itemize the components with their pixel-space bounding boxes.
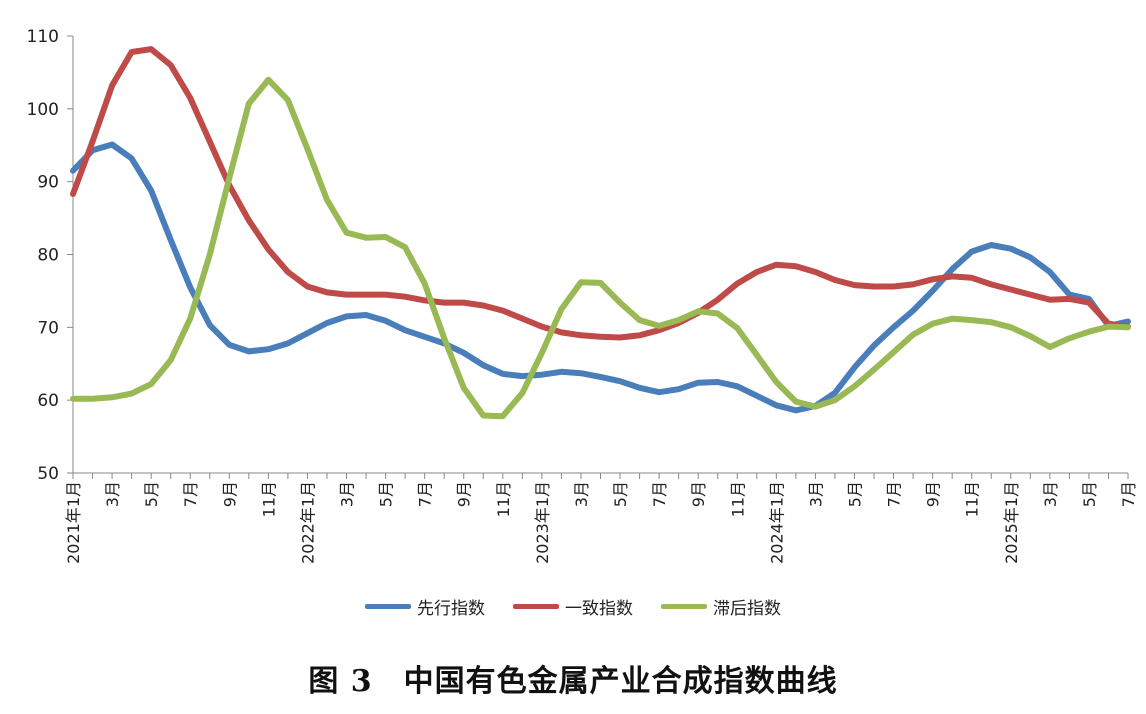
x-tick-label: 2023年1月 — [533, 481, 552, 564]
legend-label-leading: 先行指数 — [417, 599, 485, 619]
x-tick-label: 7月 — [416, 481, 435, 507]
y-tick-label: 70 — [37, 318, 59, 338]
x-tick-label: 5月 — [1080, 481, 1099, 507]
x-tick-label: 7月 — [1119, 481, 1138, 507]
x-tick-label: 11月 — [963, 481, 982, 517]
legend-swatch-coincident — [513, 604, 559, 609]
x-tick-label: 5月 — [845, 481, 864, 507]
x-tick-label: 3月 — [103, 481, 122, 507]
x-tick-label: 11月 — [728, 481, 747, 517]
x-tick-label: 7月 — [181, 481, 200, 507]
legend-item-leading: 先行指数 — [365, 594, 485, 619]
legend-swatch-leading — [365, 604, 411, 609]
x-tick-label: 3月 — [338, 481, 357, 507]
y-tick-label: 80 — [37, 246, 59, 266]
x-tick-label: 11月 — [259, 481, 278, 517]
x-tick-label: 11月 — [494, 481, 513, 517]
y-tick-label: 110 — [27, 27, 59, 47]
x-tick-label: 3月 — [1041, 481, 1060, 507]
x-tick-label: 2025年1月 — [1002, 481, 1021, 564]
x-tick-label: 5月 — [142, 481, 161, 507]
x-tick-label: 2022年1月 — [298, 481, 317, 564]
x-tick-label: 9月 — [220, 481, 239, 507]
x-tick-label: 5月 — [377, 481, 396, 507]
legend: 先行指数 一致指数 滞后指数 — [0, 594, 1146, 619]
legend-swatch-lagging — [661, 604, 707, 609]
x-tick-label: 9月 — [689, 481, 708, 507]
x-tick-label: 5月 — [611, 481, 630, 507]
x-tick-label: 7月 — [650, 481, 669, 507]
x-tick-label: 7月 — [885, 481, 904, 507]
y-tick-label: 60 — [37, 391, 59, 411]
series-line-coincident — [70, 46, 1131, 341]
y-tick-label: 90 — [37, 173, 59, 193]
x-tick-label: 2021年1月 — [64, 481, 83, 564]
figure-caption: 图 3 中国有色金属产业合成指数曲线 — [308, 664, 838, 699]
x-tick-label: 9月 — [455, 481, 474, 507]
x-tick-label: 3月 — [572, 481, 591, 507]
x-tick-label: 9月 — [924, 481, 943, 507]
y-tick-label: 50 — [37, 464, 59, 484]
x-tick-label: 3月 — [806, 481, 825, 507]
legend-label-lagging: 滞后指数 — [713, 599, 781, 619]
line-chart: 50 60 70 80 90 100 110 2021年1月 3月 5月 7月 9月 11月 2022年1… — [27, 27, 1138, 564]
x-tick-label: 2024年1月 — [767, 481, 786, 564]
series-line-lagging — [70, 76, 1131, 420]
y-tick-label: 100 — [27, 100, 59, 120]
legend-item-lagging: 滞后指数 — [661, 594, 781, 619]
legend-label-coincident: 一致指数 — [565, 599, 633, 619]
legend-item-coincident: 一致指数 — [513, 594, 633, 619]
